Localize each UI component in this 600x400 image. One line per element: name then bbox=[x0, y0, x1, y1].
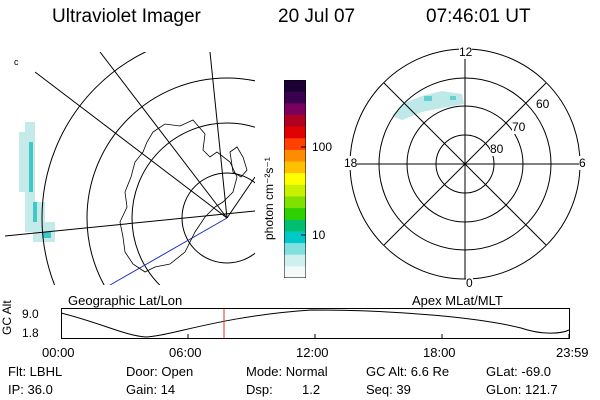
colorbar-swatch bbox=[284, 196, 306, 209]
info-dsp-value: 1.2 bbox=[302, 382, 321, 397]
colorbar-swatch bbox=[284, 149, 306, 163]
time-label: 07:46:01 UT bbox=[426, 6, 531, 27]
info-flt: Flt: LBHL bbox=[8, 364, 63, 379]
colorbar-swatch bbox=[284, 219, 306, 232]
info-seq: Seq: 39 bbox=[366, 382, 411, 397]
colorbar-swatch bbox=[284, 266, 306, 278]
date-label: 20 Jul 07 bbox=[278, 6, 356, 27]
info-ip: IP: 36.0 bbox=[8, 382, 53, 397]
apex-caption: Apex MLat/MLT bbox=[412, 293, 503, 308]
xtick-2359: 23:59 bbox=[556, 345, 589, 360]
polar-map bbox=[349, 48, 581, 280]
mlt-label-18: 18 bbox=[344, 156, 358, 170]
app-title: Ultraviolet Imager bbox=[52, 6, 201, 27]
colorbar-swatch bbox=[284, 126, 306, 139]
colorbar bbox=[284, 80, 306, 278]
info-dsp-label: Dsp: bbox=[246, 382, 273, 397]
geographic-caption: Geographic Lat/Lon bbox=[68, 293, 183, 308]
colorbar-swatch bbox=[284, 80, 306, 93]
altitude-ybottom: 1.8 bbox=[22, 326, 39, 340]
info-glon: GLon: 121.7 bbox=[486, 382, 558, 397]
xtick-0600: 06:00 bbox=[169, 345, 202, 360]
mlt-label-6: 6 bbox=[579, 156, 586, 170]
svg-text:c: c bbox=[14, 57, 19, 67]
mlt-label-12: 12 bbox=[459, 45, 473, 59]
info-door: Door: Open bbox=[126, 364, 194, 379]
colorbar-label: photon cm⁻²s⁻¹ bbox=[262, 157, 276, 240]
xtick-1800: 18:00 bbox=[423, 345, 456, 360]
xtick-0000: 00:00 bbox=[42, 345, 75, 360]
mlat-label-80: 80 bbox=[490, 142, 504, 156]
colorbar-swatch bbox=[284, 231, 306, 244]
colorbar-swatch bbox=[284, 208, 306, 221]
colorbar-swatch bbox=[284, 243, 306, 256]
info-mode: Mode: Normal bbox=[246, 364, 328, 379]
colorbar-swatch bbox=[284, 103, 306, 116]
altitude-ytop: 9.0 bbox=[22, 307, 39, 321]
colorbar-swatch bbox=[284, 114, 306, 128]
info-gc-alt: GC Alt: 6.6 Re bbox=[366, 364, 450, 379]
colorbar-tick-10: 10 bbox=[312, 228, 326, 242]
colorbar-swatch bbox=[284, 138, 306, 151]
mlat-label-60: 60 bbox=[536, 97, 550, 111]
colorbar-swatch bbox=[284, 254, 306, 267]
geographic-map: c bbox=[5, 52, 255, 285]
colorbar-swatch bbox=[284, 91, 306, 104]
info-glat: GLat: -69.0 bbox=[486, 364, 552, 379]
colorbar-swatch bbox=[284, 161, 306, 174]
colorbar-tick-100: 100 bbox=[312, 140, 333, 154]
altitude-ylabel: GC Alt bbox=[0, 300, 14, 335]
info-gain: Gain: 14 bbox=[126, 382, 176, 397]
colorbar-swatch bbox=[284, 173, 306, 186]
mlt-label-0: 0 bbox=[466, 276, 473, 290]
xtick-1200: 12:00 bbox=[296, 345, 329, 360]
colorbar-swatch bbox=[284, 184, 306, 197]
mlat-label-70: 70 bbox=[512, 120, 526, 134]
altitude-plot bbox=[61, 308, 570, 339]
